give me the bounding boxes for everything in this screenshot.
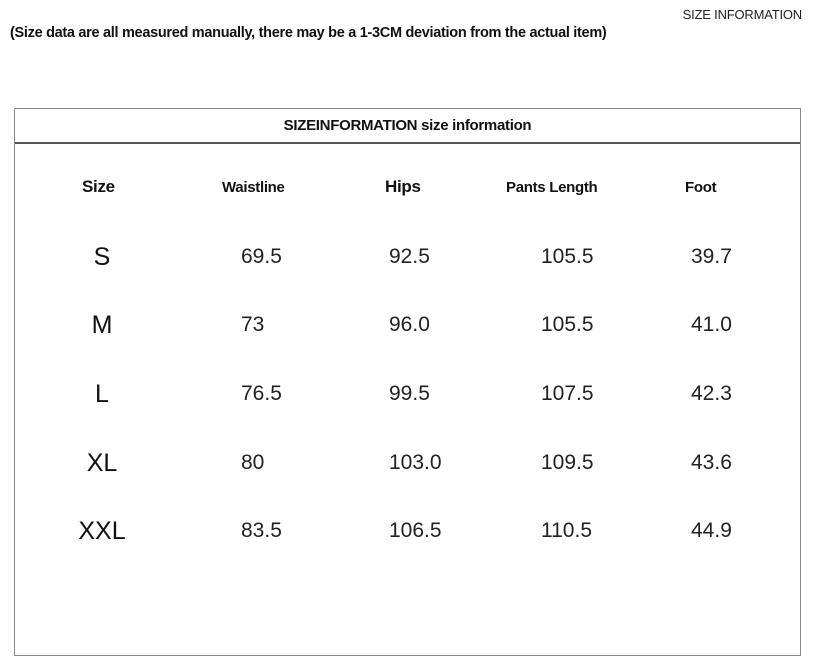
size-label: XXL	[78, 517, 126, 545]
size-label: L	[95, 380, 109, 408]
column-header-waistline: Waistline	[222, 179, 285, 196]
cell-foot: 44.9	[691, 519, 732, 542]
cell-waistline: 76.5	[241, 382, 282, 405]
cell-hips: 106.5	[389, 519, 442, 542]
cell-waistline: 73	[241, 313, 265, 336]
cell-pants-length: 109.5	[541, 451, 594, 474]
cell-hips: 99.5	[389, 382, 430, 405]
cell-pants-length: 107.5	[541, 382, 594, 405]
cell-pants-length: 105.5	[541, 313, 594, 336]
size-label: S	[93, 243, 111, 271]
cell-waistline: 80	[241, 451, 265, 474]
cell-hips: 103.0	[389, 451, 442, 474]
size-label: XL	[86, 449, 118, 477]
cell-foot: 41.0	[691, 313, 732, 336]
title-divider	[15, 142, 800, 144]
column-header-pants-length: Pants Length	[506, 179, 598, 196]
table-title: SIZEINFORMATION size information	[283, 117, 532, 134]
cell-foot: 42.3	[691, 382, 732, 405]
cell-waistline: 69.5	[241, 245, 282, 268]
cell-pants-length: 105.5	[541, 245, 594, 268]
cell-hips: 92.5	[389, 245, 430, 268]
size-table: SIZEINFORMATION size information Size Wai…	[14, 108, 801, 656]
size-label: M	[91, 311, 113, 339]
size-information-label: SIZE INFORMATION	[682, 7, 803, 22]
column-header-foot: Foot	[685, 179, 717, 196]
cell-hips: 96.0	[389, 313, 430, 336]
column-header-size: Size	[82, 177, 115, 196]
measurement-note: (Size data are all measured manually, th…	[10, 25, 607, 41]
cell-foot: 43.6	[691, 451, 732, 474]
cell-foot: 39.7	[691, 245, 732, 268]
cell-waistline: 83.5	[241, 519, 282, 542]
cell-pants-length: 110.5	[541, 519, 592, 542]
column-header-hips: Hips	[385, 177, 421, 196]
